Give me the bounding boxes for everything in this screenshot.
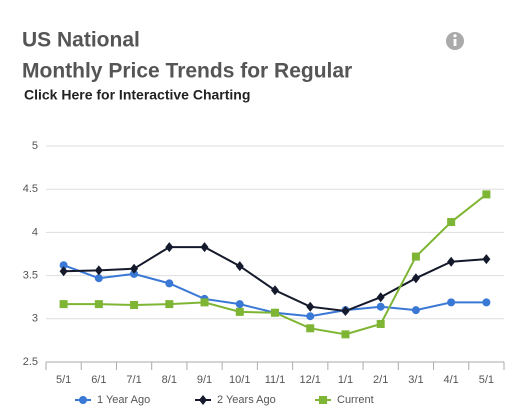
x-tick-label: 8/1 xyxy=(162,374,177,386)
data-point xyxy=(200,242,209,253)
data-point xyxy=(411,306,420,315)
data-point xyxy=(271,308,279,317)
x-tick-label: 6/1 xyxy=(91,374,106,386)
legend-marker xyxy=(199,395,207,405)
chart-title: US National xyxy=(22,29,140,52)
x-tick-label: 4/1 xyxy=(444,374,459,386)
data-point xyxy=(482,190,491,199)
data-point xyxy=(376,302,385,311)
data-point xyxy=(447,256,456,267)
data-point xyxy=(200,298,209,307)
x-tick-label: 11/1 xyxy=(265,374,286,386)
data-point xyxy=(59,261,68,270)
y-tick-label: 2.5 xyxy=(23,356,38,368)
data-point xyxy=(341,306,350,317)
data-point xyxy=(341,330,350,339)
data-point xyxy=(59,266,68,277)
data-point xyxy=(482,298,491,307)
x-tick-label: 10/1 xyxy=(229,374,250,386)
legend-marker xyxy=(79,396,87,404)
x-tick-label: 1/1 xyxy=(338,374,353,386)
data-point xyxy=(306,312,315,321)
data-point xyxy=(94,274,103,283)
data-point xyxy=(482,254,491,265)
data-point xyxy=(165,279,174,288)
chart-subtitle: Monthly Price Trends for Regular xyxy=(22,60,352,83)
info-dot xyxy=(453,34,457,38)
x-tick-label: 3/1 xyxy=(408,374,423,386)
data-point xyxy=(376,292,385,303)
data-point xyxy=(130,263,139,274)
data-point xyxy=(235,307,244,316)
y-tick-label: 4 xyxy=(32,226,38,238)
info-icon[interactable] xyxy=(446,32,464,50)
data-point xyxy=(130,300,139,309)
data-point xyxy=(271,285,279,296)
data-point xyxy=(130,269,139,278)
data-point xyxy=(59,300,68,309)
charting-link[interactable]: Click Here for Interactive Charting xyxy=(24,87,250,103)
data-point xyxy=(411,252,420,261)
data-point xyxy=(376,319,385,328)
y-tick-label: 3.5 xyxy=(23,270,38,282)
data-point xyxy=(94,265,103,276)
x-tick-label: 7/1 xyxy=(126,374,141,386)
y-tick-label: 5 xyxy=(32,140,38,152)
x-tick-label: 5/1 xyxy=(56,374,71,386)
x-tick-label: 12/1 xyxy=(300,374,321,386)
series-line xyxy=(63,246,487,313)
data-point xyxy=(411,273,420,284)
data-point xyxy=(306,324,315,333)
data-point xyxy=(447,298,456,307)
data-point xyxy=(94,300,103,309)
data-point xyxy=(306,301,315,312)
x-tick-label: 2/1 xyxy=(373,374,388,386)
y-tick-label: 4.5 xyxy=(23,183,38,195)
info-stem xyxy=(453,39,457,46)
x-tick-label: 5/1 xyxy=(479,374,494,386)
data-point xyxy=(165,242,174,253)
data-point xyxy=(235,300,244,309)
data-point xyxy=(235,261,244,272)
y-tick-label: 3 xyxy=(32,313,38,325)
x-tick-label: 9/1 xyxy=(197,374,212,386)
data-point xyxy=(165,300,174,309)
legend-label: 1 Year Ago xyxy=(97,394,150,406)
legend-label: 2 Years Ago xyxy=(217,394,276,406)
data-point xyxy=(447,218,456,227)
legend-marker xyxy=(319,396,327,404)
legend-label: Current xyxy=(337,394,374,406)
